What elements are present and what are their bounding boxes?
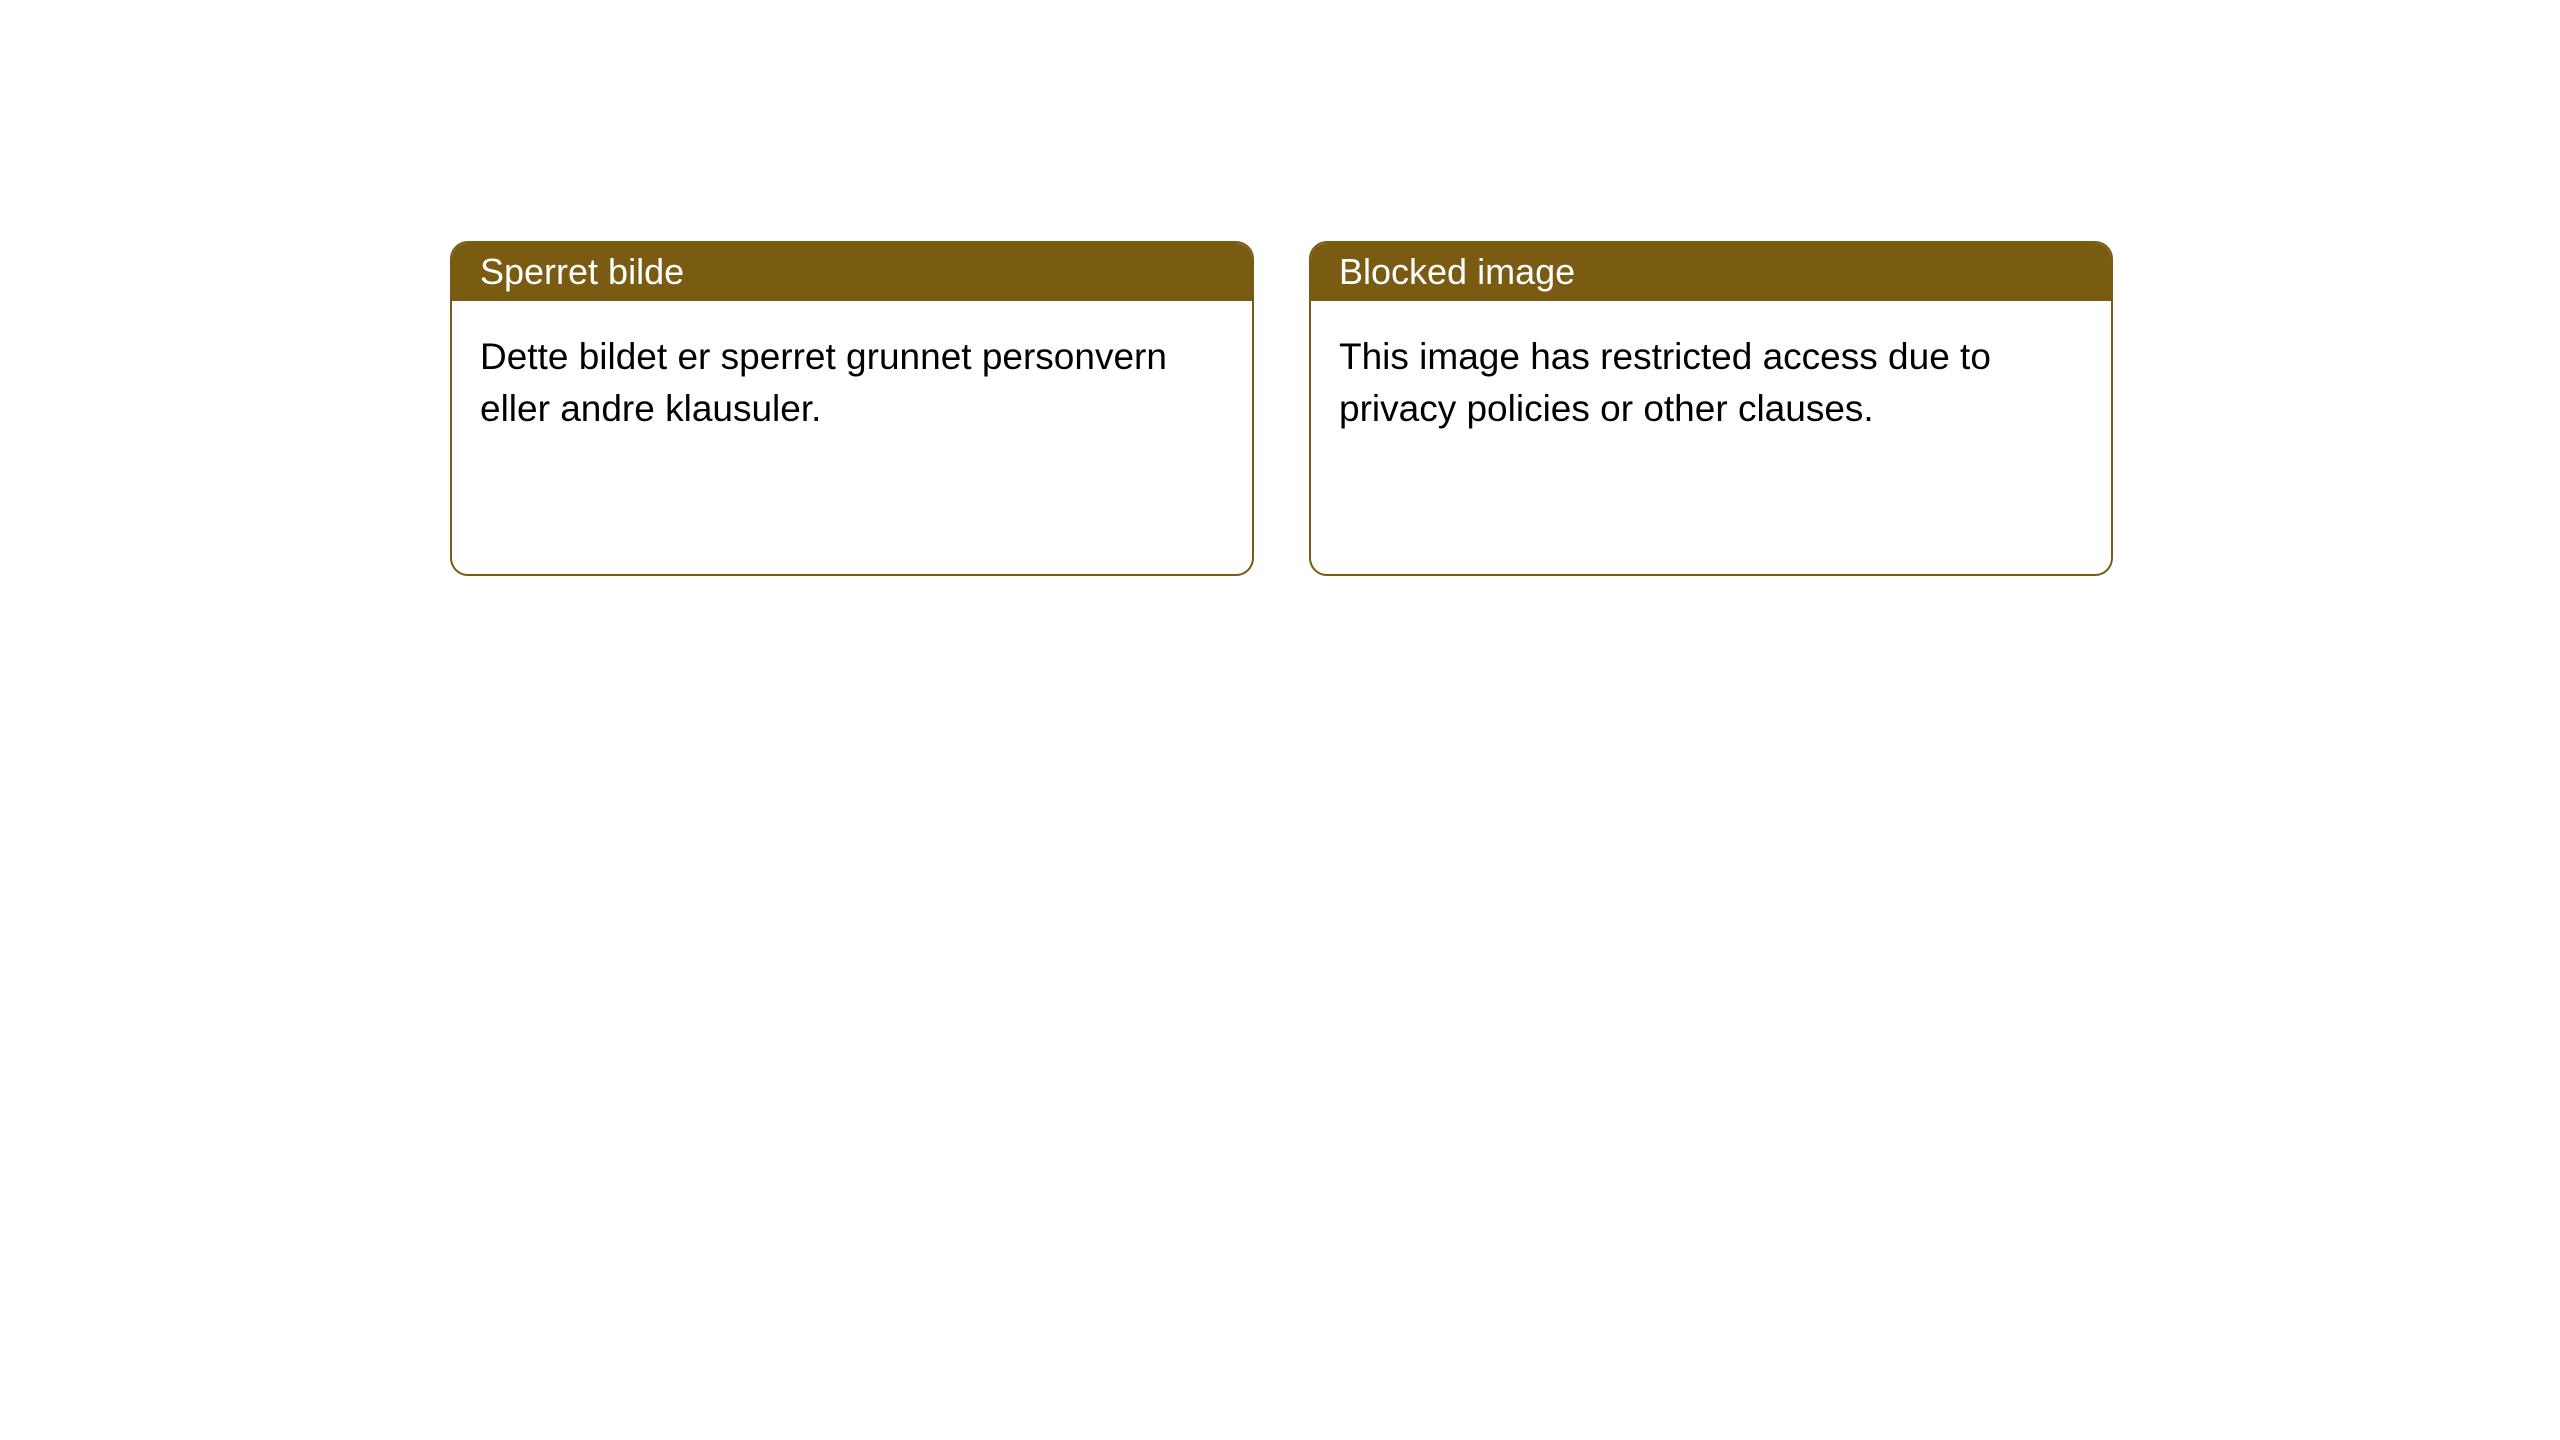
card-body: Dette bildet er sperret grunnet personve… xyxy=(452,301,1252,465)
card-body: This image has restricted access due to … xyxy=(1311,301,2111,465)
card-title: Sperret bilde xyxy=(480,251,684,293)
card-title: Blocked image xyxy=(1339,251,1575,293)
notice-card-norwegian: Sperret bilde Dette bildet er sperret gr… xyxy=(450,241,1254,576)
notice-card-english: Blocked image This image has restricted … xyxy=(1309,241,2113,576)
notice-cards-container: Sperret bilde Dette bildet er sperret gr… xyxy=(450,241,2113,576)
card-text: This image has restricted access due to … xyxy=(1339,331,2083,435)
card-header: Sperret bilde xyxy=(452,243,1252,301)
card-text: Dette bildet er sperret grunnet personve… xyxy=(480,331,1224,435)
card-header: Blocked image xyxy=(1311,243,2111,301)
